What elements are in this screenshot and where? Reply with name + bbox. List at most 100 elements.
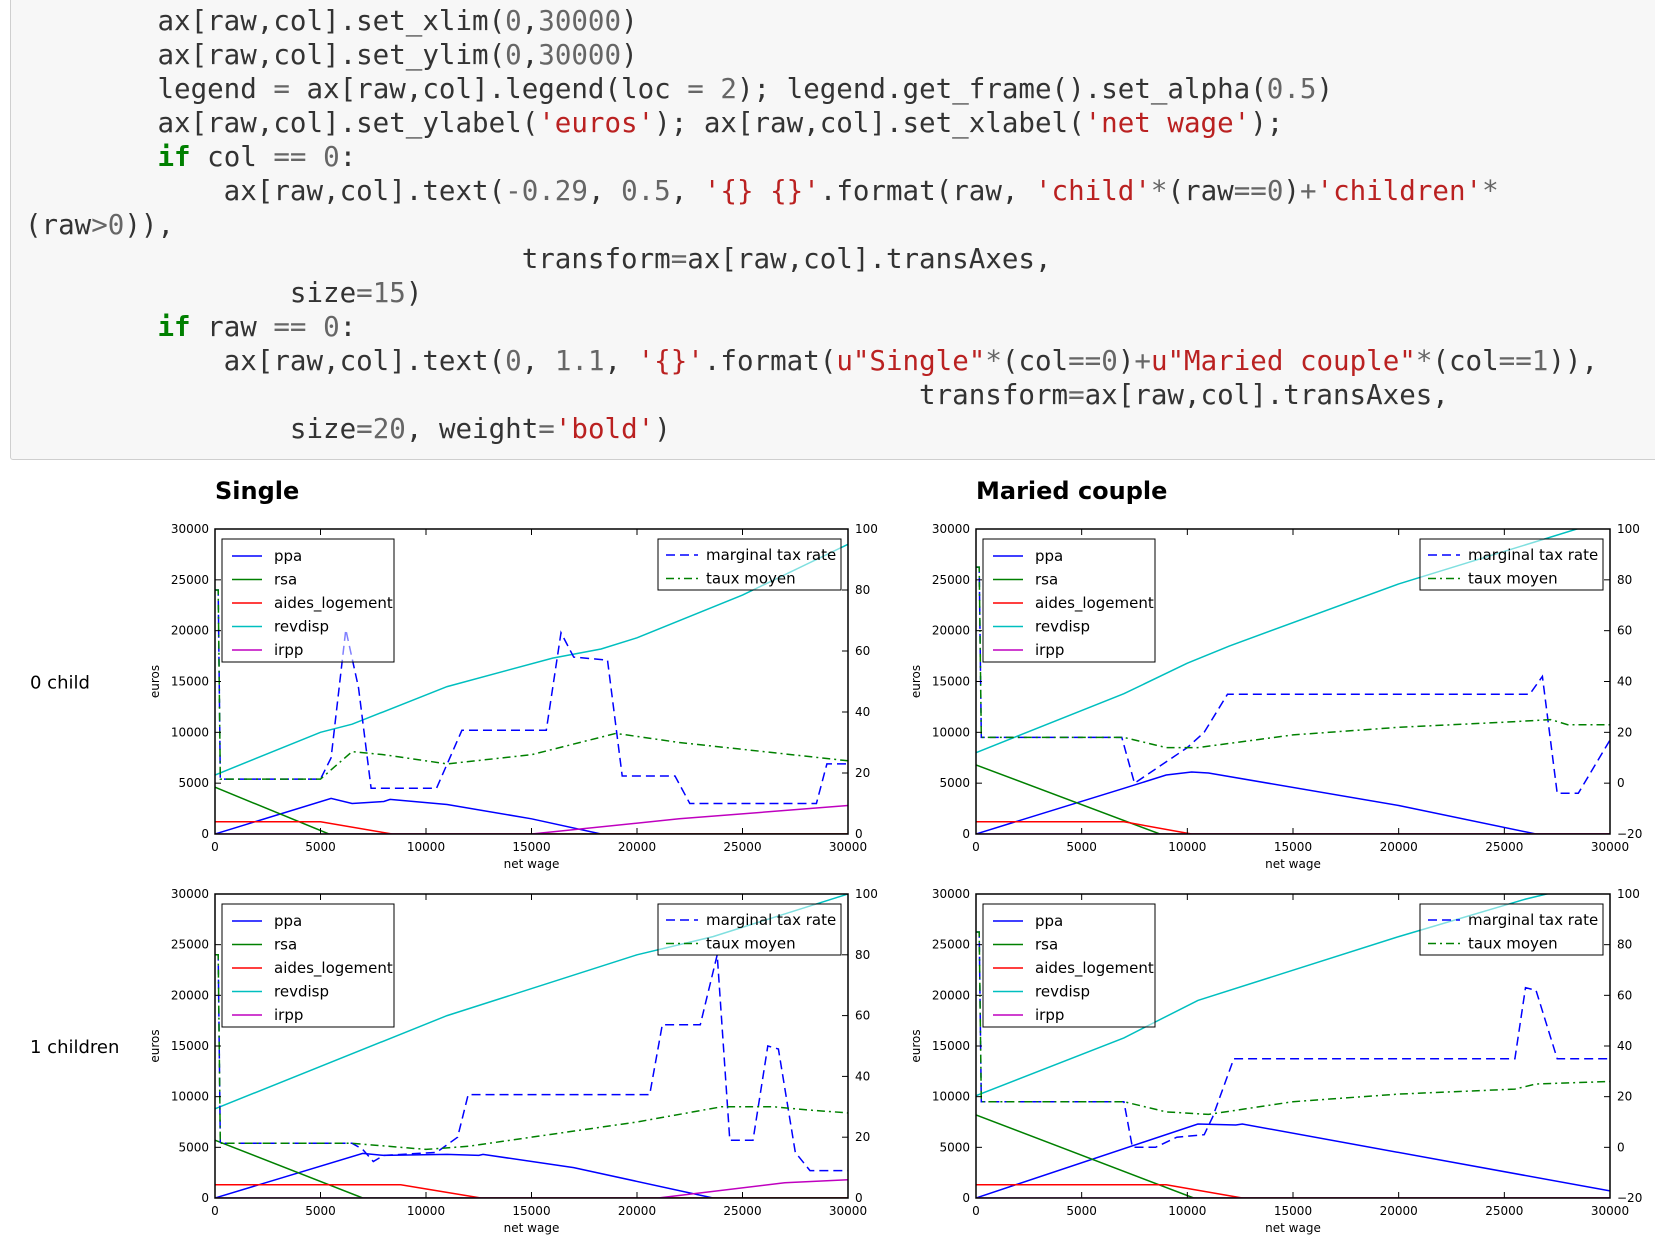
code-token: 0 [323,141,340,173]
y-tick-label: 10000 [932,725,970,739]
legend-entry: taux moyen [1468,935,1558,953]
y2-tick-label: 20 [1617,1090,1632,1104]
y-tick-label: 30000 [171,887,209,901]
y2-tick-label: 100 [1617,522,1640,536]
code-token: ax[raw,col].set_ylabel( [25,107,539,139]
legend-entry: irpp [1035,641,1064,659]
y2-tick-label: 80 [855,583,870,597]
code-token: == [273,141,307,173]
code-token: + [1134,345,1151,377]
y-axis-label: euros [148,1029,162,1062]
series-line-revdisp [976,894,1550,1097]
code-token: 'children' [1316,175,1483,207]
y-tick-label: 0 [201,1191,209,1205]
chart-panel: 0 5000 10000 15000 20000 25000 30000 0 5000 10000… [909,887,1642,1235]
legend-entry: revdisp [274,983,329,1001]
y-tick-label: 0 [962,1191,970,1205]
legend-entry: irpp [274,1006,303,1024]
series-line-taux-moyen [215,589,848,780]
code-token: (raw [1167,175,1234,207]
code-token: 0 [505,5,522,37]
code-token: legend [25,73,274,105]
y2-tick-label: 60 [1617,624,1632,638]
code-token: , weight [405,413,539,445]
code-token: = [273,73,290,105]
series-line-rsa [215,786,848,834]
legend-entry: ppa [274,547,302,565]
code-token: : [339,311,357,343]
y2-tick-label: 40 [1617,675,1632,689]
y-tick-label: 20000 [932,624,970,638]
series-line-rsa [976,1114,1610,1198]
code-line: ax[raw,col].text(0, 1.1, '{}'.format(u"S… [25,344,1598,378]
code-token: = [670,243,688,275]
code-token: 0.5 [1266,73,1317,105]
code-line: if col == 0: [25,140,356,174]
code-token: = [538,413,555,445]
x-tick-label: 5000 [1066,1204,1097,1218]
y2-tick-label: 100 [855,887,878,901]
legend-entry: marginal tax rate [706,546,836,564]
legend-entry: rsa [1035,936,1058,954]
y-tick-label: 5000 [178,776,209,790]
code-token: if [157,141,191,173]
x-tick-label: 30000 [829,840,867,854]
series-group [215,543,848,834]
x-tick-label: 5000 [1066,840,1097,854]
x-axis-label: net wage [1265,1221,1321,1235]
series-line-irpp [215,1179,848,1198]
code-token: * [1150,175,1168,207]
code-token: , [521,39,539,71]
series-line-irpp [215,804,848,834]
series-line-marginal-tax-rate [976,566,1610,795]
code-token: == [1068,345,1102,377]
y2-tick-label: 0 [855,1191,863,1205]
code-token: 1.1 [554,345,605,377]
code-token: )), [1548,345,1598,377]
y2-tick-label: 40 [855,1069,870,1083]
code-token: ax[raw,col].transAxes, [687,243,1052,275]
x-axis-label: net wage [1265,857,1321,871]
code-token: ) [1316,73,1334,105]
x-axis-label: net wage [504,1221,560,1235]
legend-entry: aides_logement [1035,594,1154,613]
x-tick-label: 20000 [1380,840,1418,854]
y-axis-label: euros [148,665,162,698]
code-token: : [339,141,357,173]
series-line-aides-logement [976,1184,1610,1198]
y-tick-label: 5000 [178,1140,209,1154]
y-tick-label: 10000 [171,725,209,739]
code-token: 20 [372,413,406,445]
chart-title: Single [215,477,299,505]
legend-box [982,538,1156,663]
y2-tick-label: 20 [855,766,870,780]
code-line: ax[raw,col].set_ylabel('euros'); ax[raw,… [25,106,1283,140]
x-tick-label: 0 [972,840,980,854]
code-token: ax[raw,col].legend(loc [289,73,688,105]
code-line: (raw>0)), [25,208,174,242]
x-tick-label: 10000 [1168,1204,1206,1218]
code-token: 0 [1266,175,1284,207]
x-tick-label: 10000 [1168,840,1206,854]
y-tick-label: 25000 [171,938,209,952]
code-token: == [1498,345,1532,377]
legend-box [221,538,395,663]
series-line-ppa [215,1152,848,1198]
code-token: '{} {}' [703,175,820,207]
code-token: ax[raw,col].transAxes, [1084,379,1449,411]
x-axis-label: net wage [504,857,560,871]
y2-tick-label: 0 [1617,776,1625,790]
y2-tick-label: −20 [1617,827,1642,841]
code-token: == [1233,175,1267,207]
legend-entry: marginal tax rate [1468,546,1598,564]
x-tick-label: 5000 [305,1204,336,1218]
y-tick-label: 15000 [171,675,209,689]
code-cell[interactable] [10,0,1655,460]
code-token: 15 [372,277,406,309]
x-tick-label: 0 [972,1204,980,1218]
y2-tick-label: 0 [855,827,863,841]
x-tick-label: 30000 [1591,840,1629,854]
row-label: 1 children [30,1037,119,1058]
chart-title: Maried couple [976,477,1167,505]
